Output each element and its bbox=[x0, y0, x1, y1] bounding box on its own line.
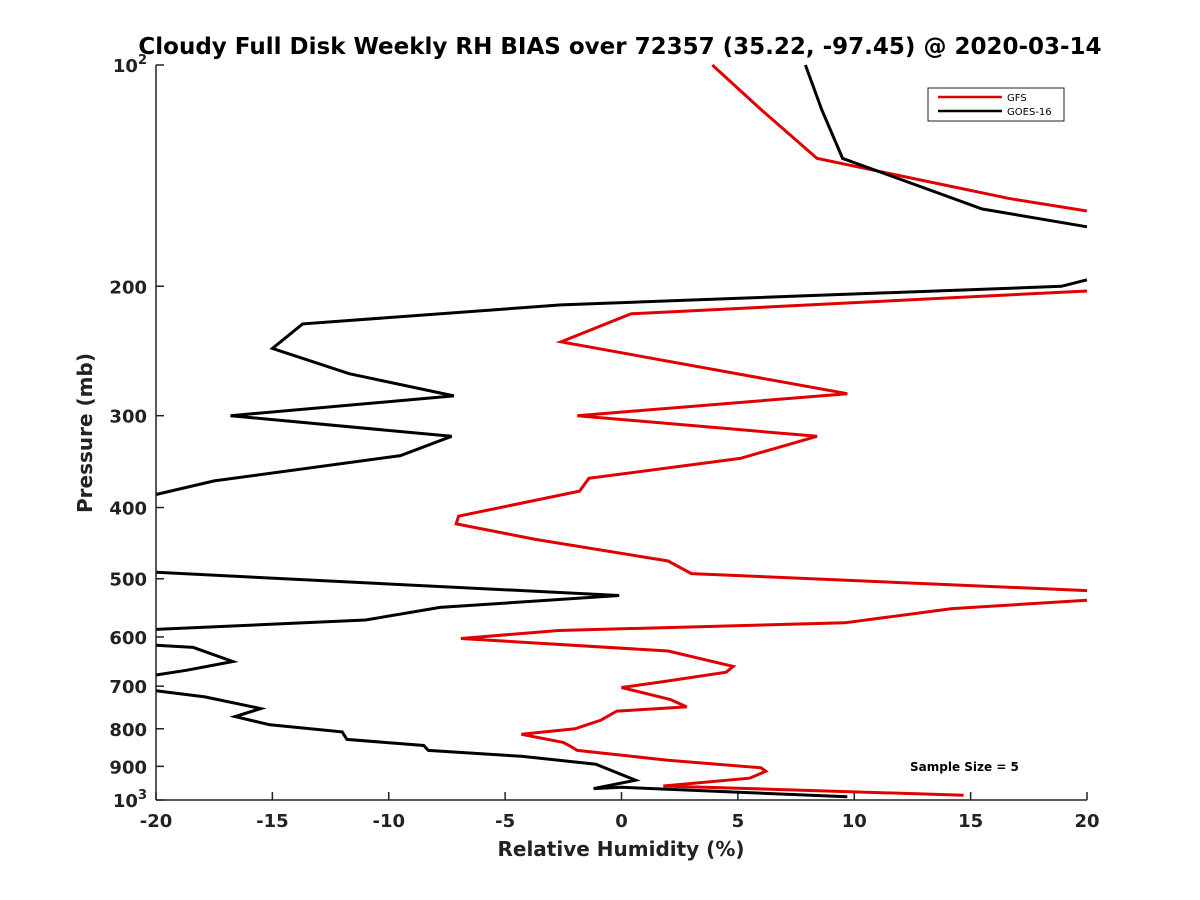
x-tick-label: 5 bbox=[732, 811, 745, 832]
y-tick-label: 900 bbox=[109, 757, 147, 778]
y-tick-label: 103 bbox=[113, 788, 147, 812]
x-tick-label: 10 bbox=[842, 811, 867, 832]
legend: GFS GOES-16 bbox=[927, 87, 1065, 122]
y-tick-label: 300 bbox=[109, 407, 147, 428]
y-tick-label: 800 bbox=[109, 720, 147, 741]
x-tick-label: 0 bbox=[615, 811, 628, 832]
legend-box bbox=[927, 87, 1065, 122]
legend-label-goes16: GOES-16 bbox=[1007, 107, 1052, 118]
x-tick-label: 20 bbox=[1074, 811, 1099, 832]
series-line-goes16 bbox=[155, 64, 1088, 799]
x-tick-label: -15 bbox=[256, 811, 289, 832]
y-tick-label: 102 bbox=[113, 53, 147, 77]
series-lines bbox=[155, 63, 1088, 799]
y-tick-label: 700 bbox=[109, 677, 147, 698]
y-tick-label: 600 bbox=[109, 628, 147, 649]
x-axis-label: Relative Humidity (%) bbox=[497, 837, 744, 861]
x-axis-ticks: -20 -15 -10 -5 0 5 10 15 20 bbox=[140, 792, 1100, 832]
chart-title: Cloudy Full Disk Weekly RH BIAS over 723… bbox=[138, 34, 1101, 60]
y-axis-ticks: 102 200 300 400 500 600 700 800 900 103 bbox=[109, 53, 164, 812]
x-tick-label: -10 bbox=[372, 811, 405, 832]
y-tick-label: 400 bbox=[109, 499, 147, 520]
legend-label-gfs: GFS bbox=[1007, 93, 1027, 104]
x-tick-label: -20 bbox=[140, 811, 173, 832]
y-tick-label: 200 bbox=[109, 277, 147, 298]
sample-size-annotation: Sample Size = 5 bbox=[910, 760, 1019, 774]
series-line-gfs bbox=[454, 63, 1088, 797]
y-axis-label: Pressure (mb) bbox=[73, 353, 97, 513]
y-tick-label: 500 bbox=[109, 570, 147, 591]
x-tick-label: -5 bbox=[495, 811, 515, 832]
x-tick-label: 15 bbox=[958, 811, 983, 832]
